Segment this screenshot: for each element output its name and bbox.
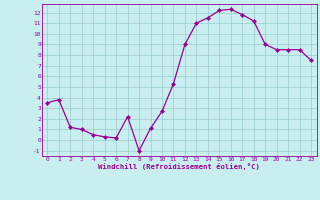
X-axis label: Windchill (Refroidissement éolien,°C): Windchill (Refroidissement éolien,°C) <box>98 163 260 170</box>
